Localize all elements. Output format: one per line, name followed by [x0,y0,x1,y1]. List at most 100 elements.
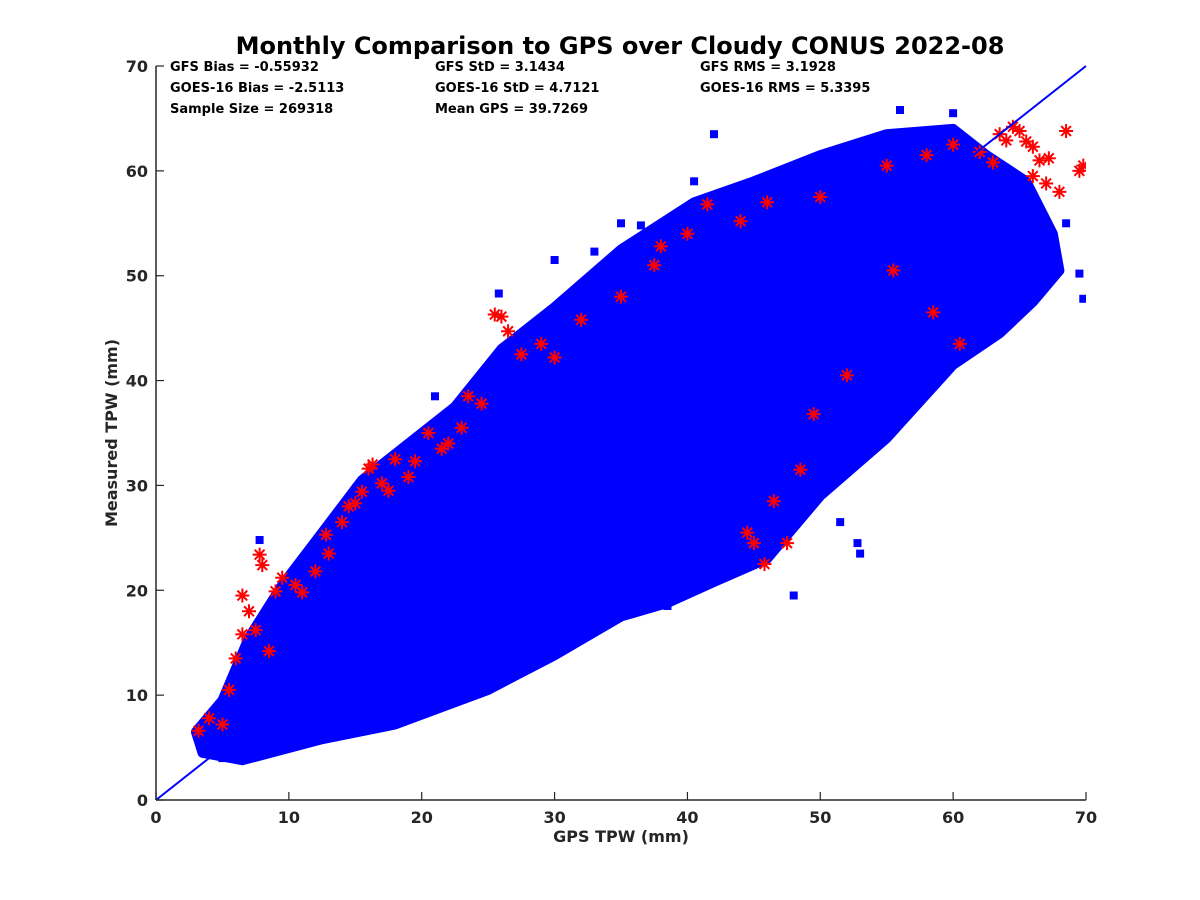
gfs-point [255,558,270,573]
x-tick-label: 50 [809,808,831,827]
goes16-point [590,247,599,256]
x-tick-label: 0 [150,808,161,827]
gfs-point [454,420,469,435]
goes16-point [710,130,718,139]
goes16-point [550,256,559,264]
y-tick-label: 50 [126,267,148,286]
goes16-point [882,313,891,322]
gfs-point [700,197,715,212]
goes16-point [550,636,559,645]
y-axis-label: Measured TPW (mm) [102,339,121,527]
stat-label: GFS Bias = -0.55932 [170,60,319,75]
gfs-point [268,584,283,599]
goes16-point [853,539,862,548]
gfs-point [1052,184,1067,199]
goes16-point [789,591,798,600]
gfs-point [461,389,476,404]
gfs-point [365,457,380,472]
gfs-point [952,336,967,351]
gfs-point [574,312,589,327]
gfs-point [235,627,250,642]
gfs-point [547,350,562,365]
goes16-point [218,754,227,763]
gfs-point [766,494,781,509]
gfs-point [514,347,529,362]
stat-label: GOES-16 RMS = 5.3395 [700,81,870,96]
gfs-point [1032,153,1047,168]
gfs-point [401,470,416,485]
gfs-point [308,564,323,579]
gfs-point [680,226,695,241]
goes16-point [1035,250,1044,259]
x-ticks: 0 10 20 30 40 50 60 70 [150,792,1097,827]
goes16-point [982,277,991,285]
gfs-point [746,536,761,551]
stat-label: Sample Size = 269318 [170,102,333,117]
gfs-point [388,452,403,467]
goes16-point [278,741,287,750]
gfs-point [261,644,276,659]
x-tick-label: 70 [1075,808,1097,827]
y-tick-label: 10 [126,686,148,705]
gfs-point [1025,169,1040,184]
gfs-point [228,651,243,666]
gfs-point [839,368,854,383]
blue-cloud-region [190,123,1065,766]
goes16-point [431,392,439,401]
y-tick-label: 40 [126,372,148,391]
x-axis-label: GPS TPW (mm) [553,827,689,846]
gfs-point [1059,124,1074,139]
gfs-point [946,137,961,152]
x-tick-label: 20 [411,808,433,827]
gfs-point [972,144,987,159]
goes16-point [896,106,904,114]
y-tick-label: 70 [126,57,148,76]
gfs-point [222,682,237,697]
gfs-point [408,454,423,469]
gfs-point [202,711,217,726]
goes16-point [1015,182,1024,191]
y-tick-label: 0 [137,791,148,810]
y-tick-label: 60 [126,162,148,181]
goes16-point [484,670,493,679]
gfs-point [919,148,934,163]
goes16-point [1002,187,1011,196]
goes16-point [756,507,765,516]
gfs-point [793,462,808,477]
goes16-point [955,229,964,238]
y-tick-label: 30 [126,476,148,495]
gfs-point [757,557,772,572]
chart-title: Monthly Comparison to GPS over Cloudy CO… [236,32,1005,60]
x-tick-label: 40 [676,808,698,827]
gfs-point [474,396,489,411]
goes16-point [949,277,958,285]
goes16-point [856,549,865,558]
gfs-point [760,195,775,210]
gfs-point [381,483,396,498]
gfs-point [806,407,821,422]
goes16-point [1062,219,1071,228]
goes16-point [617,219,625,228]
goes16-point [663,602,672,610]
goes16-point [255,536,264,544]
gfs-point [348,496,363,511]
gfs-point [501,324,516,339]
gfs-point [926,305,941,320]
gfs-point [248,623,263,638]
gfs-point [879,158,894,173]
stat-label: Mean GPS = 39.7269 [435,102,588,117]
gfs-point [534,336,549,351]
goes16-point [836,518,845,527]
stat-label: GOES-16 Bias = -2.5113 [170,81,344,96]
gfs-point [235,588,250,603]
gfs-point [374,476,389,491]
gfs-point [354,484,369,499]
gfs-point [494,309,509,324]
x-tick-label: 10 [278,808,300,827]
gfs-point [647,258,662,273]
gfs-point [999,133,1014,148]
gfs-point [986,155,1000,170]
y-ticks: 0 10 20 30 40 50 60 70 [126,57,164,810]
gfs-point [191,723,206,738]
